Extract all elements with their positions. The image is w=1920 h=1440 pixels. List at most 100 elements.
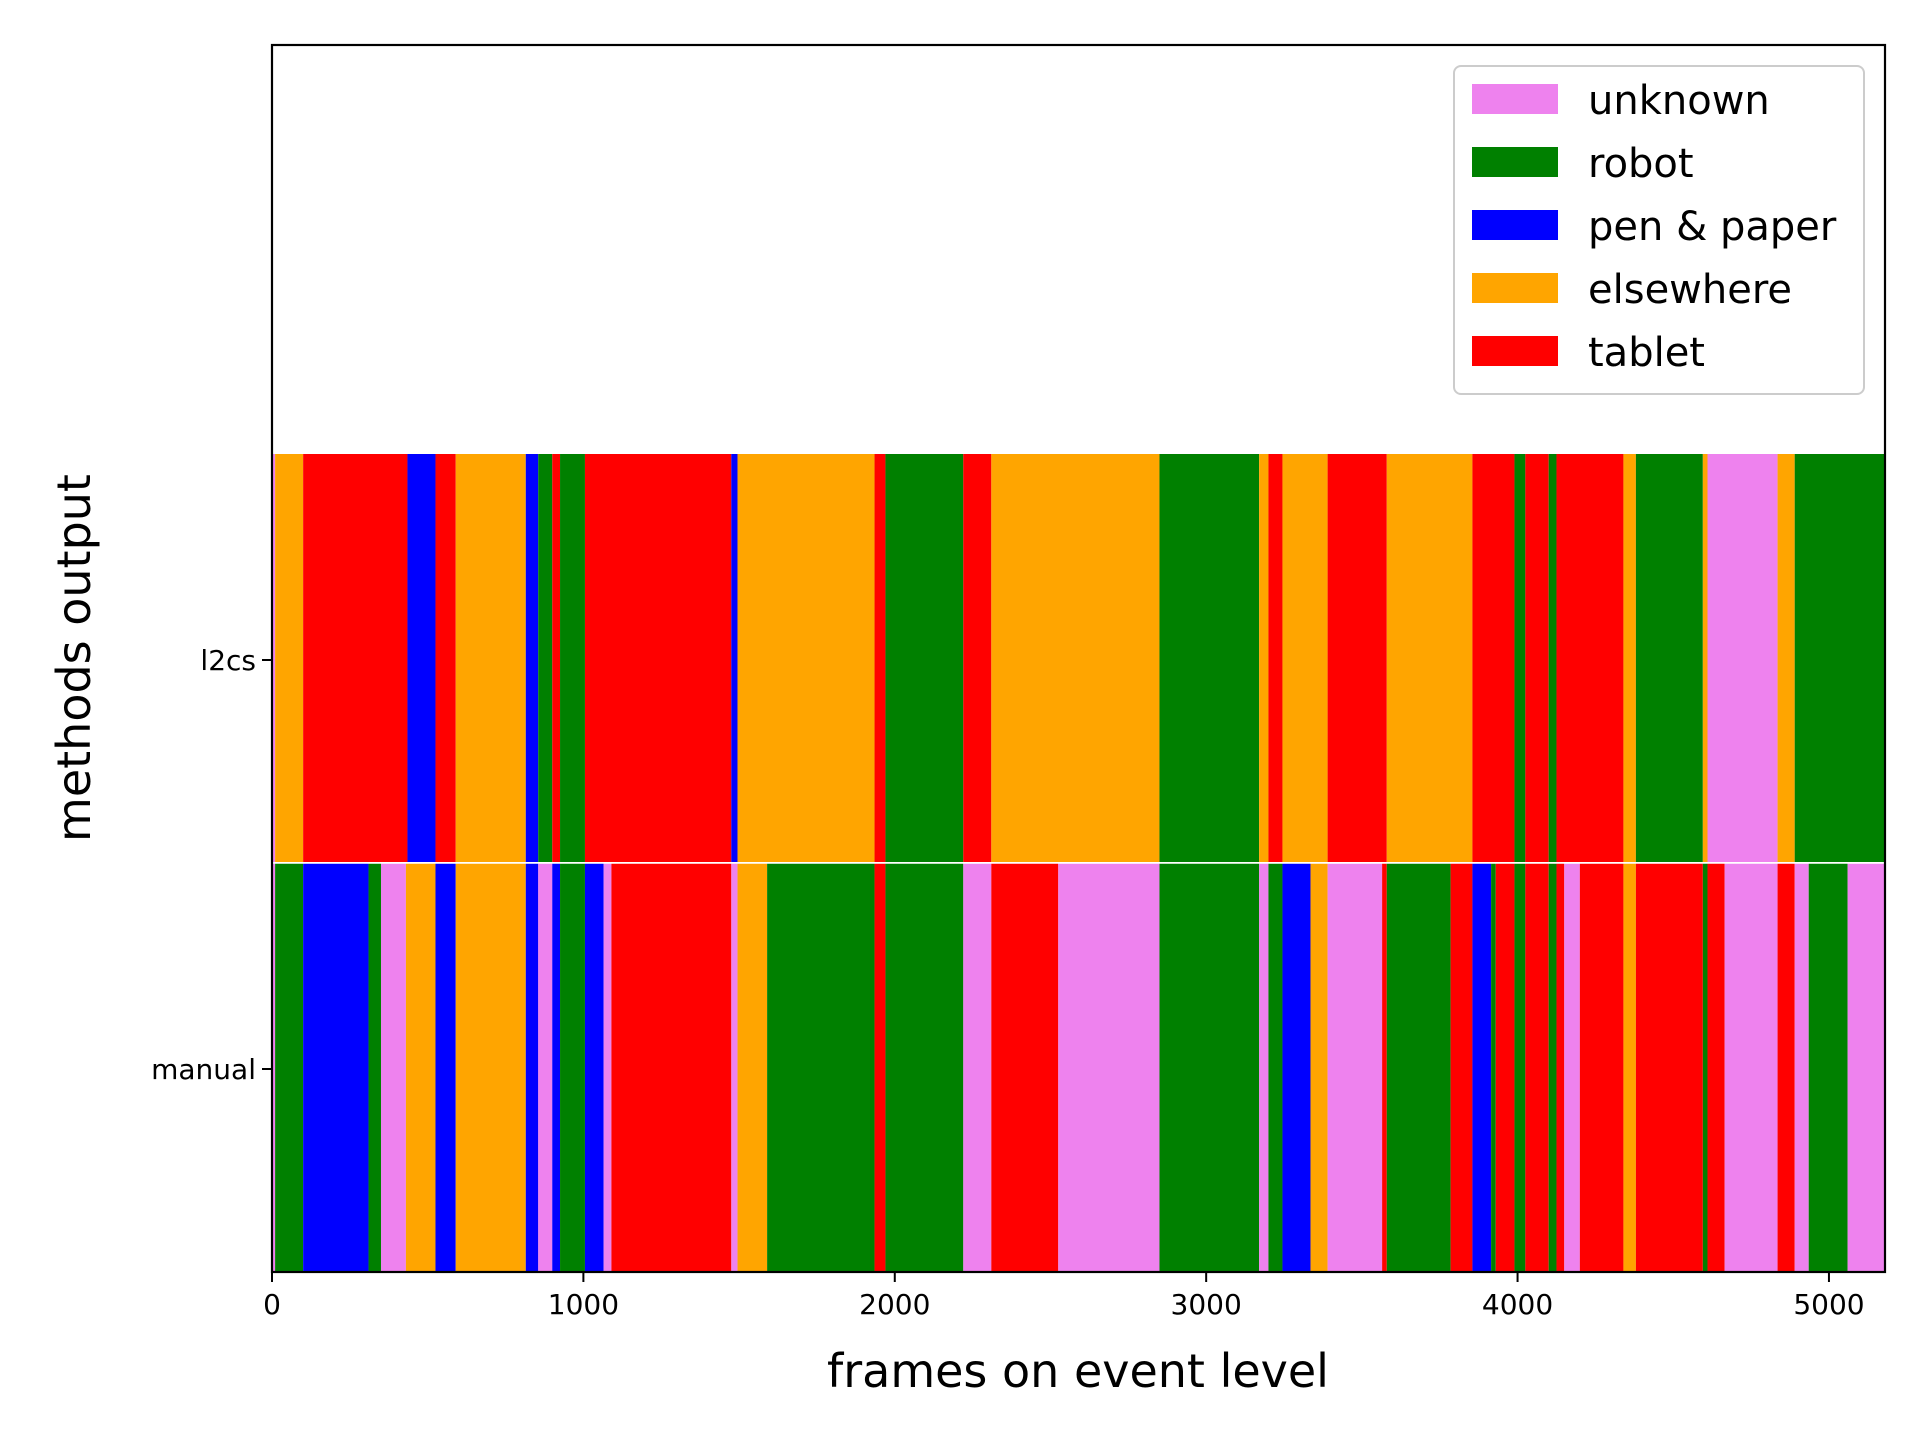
segment-l2cs-tablet-2 [303, 454, 408, 862]
segment-l2cs-robot-24 [1514, 454, 1526, 862]
segment-manual-robot-33 [1491, 863, 1496, 1271]
segment-manual-pen-paper-10 [552, 863, 561, 1271]
segment-manual-tablet-38 [1556, 863, 1565, 1271]
x-axis-label: frames on event level [827, 1344, 1329, 1398]
segment-manual-pen-paper-32 [1472, 863, 1492, 1271]
segment-l2cs-unknown-31 [1707, 454, 1778, 862]
segment-l2cs-elsewhere-5 [455, 454, 526, 862]
y-tick-label-manual: manual [151, 1053, 256, 1086]
segment-manual-robot-25 [1268, 863, 1283, 1271]
segment-manual-tablet-46 [1777, 863, 1795, 1271]
segment-l2cs-robot-29 [1635, 454, 1703, 862]
segment-l2cs-elsewhere-32 [1777, 454, 1795, 862]
legend-label-robot: robot [1588, 141, 1694, 187]
x-tick-label-1: 1000 [548, 1288, 619, 1321]
segment-l2cs-tablet-25 [1525, 454, 1549, 862]
segment-manual-unknown-4 [380, 863, 406, 1271]
segment-l2cs-elsewhere-30 [1702, 454, 1708, 862]
segment-manual-robot-23 [1159, 863, 1260, 1271]
bars-group [272, 454, 1885, 1271]
x-tick-label-3: 3000 [1171, 1288, 1242, 1321]
segment-manual-unknown-0 [272, 863, 276, 1271]
segment-manual-robot-35 [1514, 863, 1526, 1271]
segment-manual-unknown-22 [1058, 863, 1160, 1271]
segment-l2cs-tablet-4 [435, 454, 456, 862]
segment-l2cs-tablet-21 [1327, 454, 1387, 862]
segment-l2cs-elsewhere-1 [275, 454, 304, 862]
y-axis-ticks: l2cs manual [151, 644, 272, 1086]
segment-l2cs-tablet-10 [584, 454, 732, 862]
segment-l2cs-pen-paper-6 [525, 454, 539, 862]
segment-manual-tablet-29 [1382, 863, 1387, 1271]
segment-manual-unknown-13 [603, 863, 612, 1271]
segment-manual-pen-paper-26 [1282, 863, 1311, 1271]
legend-label-unknown: unknown [1588, 78, 1770, 124]
segment-manual-tablet-31 [1450, 863, 1473, 1271]
legend-label-tablet: tablet [1588, 330, 1705, 376]
legend-label-pen-paper: pen & paper [1588, 204, 1837, 250]
segment-manual-tablet-40 [1579, 863, 1624, 1271]
segment-manual-tablet-14 [611, 863, 732, 1271]
segment-manual-robot-1 [275, 863, 304, 1271]
legend-swatch-pen-paper [1472, 210, 1558, 240]
segment-manual-robot-17 [767, 863, 875, 1271]
legend-label-elsewhere: elsewhere [1588, 267, 1792, 313]
segment-l2cs-tablet-23 [1472, 454, 1515, 862]
legend-swatch-robot [1472, 147, 1558, 177]
segment-manual-tablet-42 [1635, 863, 1703, 1271]
segment-manual-unknown-24 [1259, 863, 1269, 1271]
segment-manual-robot-37 [1548, 863, 1557, 1271]
segment-manual-pen-paper-12 [584, 863, 604, 1271]
legend-swatch-tablet [1472, 336, 1558, 366]
legend-swatch-unknown [1472, 84, 1558, 114]
segment-manual-elsewhere-7 [455, 863, 526, 1271]
segment-manual-unknown-9 [538, 863, 553, 1271]
segment-manual-elsewhere-5 [405, 863, 436, 1271]
segment-l2cs-pen-paper-3 [407, 454, 436, 862]
segment-manual-pen-paper-2 [303, 863, 369, 1271]
segment-manual-tablet-34 [1495, 863, 1515, 1271]
segment-l2cs-elsewhere-20 [1282, 454, 1328, 862]
y-axis-label: methods output [47, 474, 101, 842]
segment-manual-tablet-36 [1525, 863, 1549, 1271]
segment-l2cs-tablet-8 [552, 454, 561, 862]
segment-manual-elsewhere-16 [737, 863, 768, 1271]
segment-manual-unknown-15 [731, 863, 738, 1271]
segment-manual-unknown-39 [1564, 863, 1580, 1271]
x-tick-label-0: 0 [263, 1288, 281, 1321]
plot-frame [270, 43, 1887, 1274]
segment-l2cs-robot-14 [885, 454, 964, 862]
segment-manual-unknown-45 [1724, 863, 1778, 1271]
y-tick-label-l2cs: l2cs [200, 644, 256, 677]
x-tick-label-4: 4000 [1482, 1288, 1553, 1321]
segment-manual-tablet-18 [874, 863, 886, 1271]
segment-manual-robot-43 [1702, 863, 1708, 1271]
segment-manual-unknown-49 [1847, 863, 1885, 1271]
segment-l2cs-robot-17 [1159, 454, 1260, 862]
segment-manual-elsewhere-41 [1623, 863, 1636, 1271]
segment-l2cs-tablet-15 [963, 454, 992, 862]
segment-l2cs-unknown-0 [272, 454, 276, 862]
legend: unknown robot pen & paper elsewhere tablet [1453, 65, 1865, 395]
segment-manual-pen-paper-8 [525, 863, 539, 1271]
segment-l2cs-robot-7 [538, 454, 553, 862]
segment-l2cs-robot-33 [1794, 454, 1885, 862]
segment-manual-robot-19 [885, 863, 964, 1271]
segment-manual-robot-48 [1808, 863, 1848, 1271]
legend-swatch-elsewhere [1472, 273, 1558, 303]
segment-l2cs-robot-26 [1548, 454, 1557, 862]
segment-manual-tablet-21 [991, 863, 1059, 1271]
segment-manual-robot-30 [1386, 863, 1451, 1271]
segment-l2cs-elsewhere-12 [737, 454, 875, 862]
x-tick-label-2: 2000 [859, 1288, 930, 1321]
segment-l2cs-elsewhere-28 [1623, 454, 1636, 862]
segment-manual-unknown-20 [963, 863, 992, 1271]
segment-manual-tablet-44 [1707, 863, 1725, 1271]
x-axis-ticks: 0 1000 2000 3000 4000 5000 [263, 1272, 1865, 1321]
segment-l2cs-elsewhere-16 [991, 454, 1160, 862]
segment-manual-robot-11 [560, 863, 585, 1271]
segment-l2cs-tablet-27 [1556, 454, 1624, 862]
segment-l2cs-tablet-13 [874, 454, 886, 862]
segment-manual-elsewhere-27 [1310, 863, 1328, 1271]
